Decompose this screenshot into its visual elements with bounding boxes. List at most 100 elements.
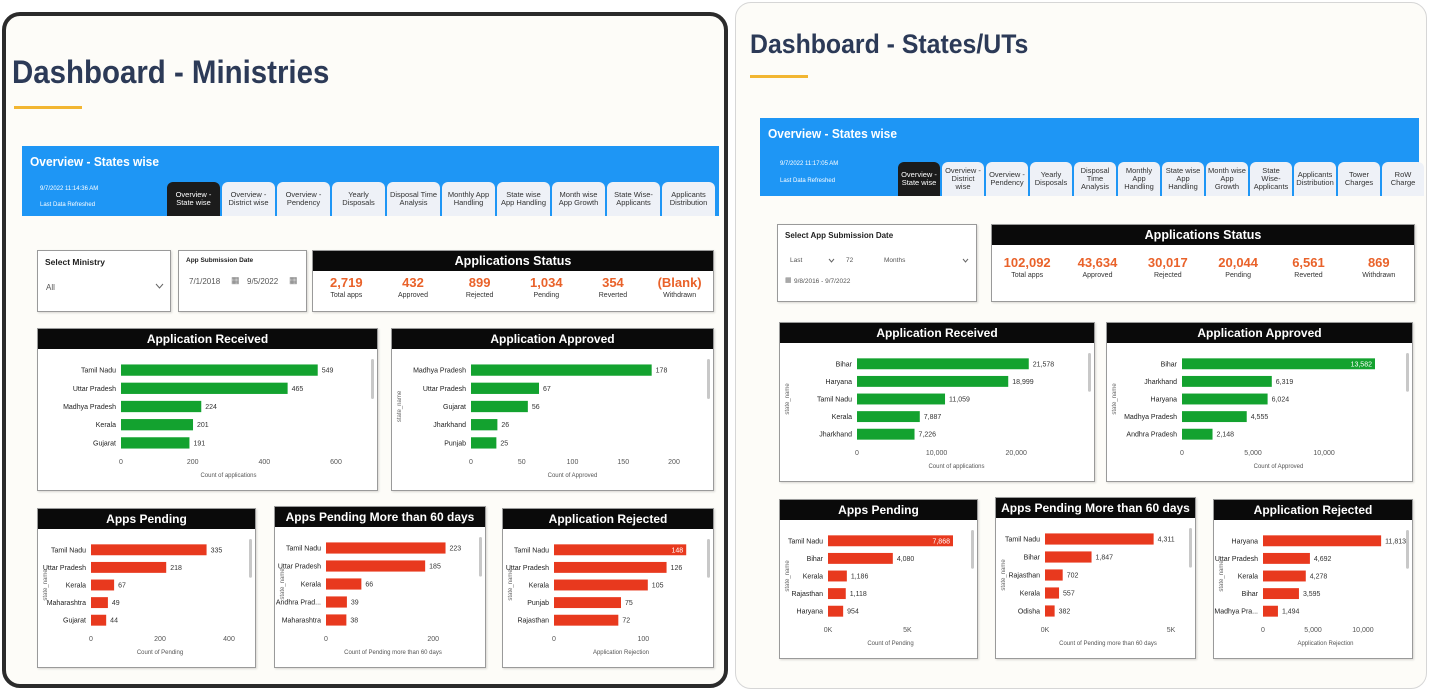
date-from[interactable]: 7/1/2018 — [189, 277, 221, 286]
tab-yearly-disposals[interactable]: Yearly Disposals — [1030, 162, 1072, 196]
value-label: 11,813 — [1385, 538, 1406, 545]
applications-status-card: Applications Status 102,092 Total apps 43,… — [991, 224, 1415, 302]
x-tick-label: 0 — [1180, 450, 1184, 457]
y-axis-label: state_name — [1001, 559, 1007, 591]
ministries-dashboard-panel: Dashboard - Ministries Overview - States… — [2, 12, 728, 688]
category-label: Kerala — [1238, 574, 1258, 581]
chart-title: Application Approved — [392, 329, 713, 349]
category-label: Kerala — [1020, 591, 1040, 598]
bar — [1263, 605, 1278, 617]
value-label: 6,319 — [1276, 379, 1294, 386]
status-label: Reverted — [598, 292, 628, 299]
value-label: 66 — [365, 582, 373, 589]
calendar-icon[interactable]: ▦ — [785, 277, 792, 284]
scrollbar — [707, 359, 710, 400]
ministry-filter[interactable]: Select Ministry All — [37, 250, 171, 312]
bar-chart: state_name Tamil Nadu 223 Uttar Pradesh 185 K… — [276, 537, 482, 656]
tab-overview-pendency[interactable]: Overview - Pendency — [277, 182, 330, 216]
x-tick-label: 5,000 — [1244, 450, 1262, 457]
value-label: 44 — [110, 618, 118, 625]
bar — [554, 561, 667, 573]
chevron-down-icon[interactable] — [962, 258, 969, 263]
bar — [471, 382, 540, 394]
status-label: Rejected — [465, 292, 494, 299]
x-axis-label: Count of Approved — [548, 473, 598, 479]
bar-chart: state_name Tamil Nadu 148 Uttar Pradesh 126 K… — [506, 539, 710, 656]
category-label: Rajasthan — [517, 618, 549, 625]
scrollbar — [1189, 528, 1192, 568]
category-label: Kerala — [96, 422, 116, 429]
tab-disposal-time-analysis[interactable]: Disposal Time Analysis — [1074, 162, 1116, 196]
bar — [326, 542, 446, 554]
tab-month-wise-app-growth[interactable]: Month wise App Growth — [552, 182, 605, 216]
bar — [326, 578, 362, 590]
status-value: 43,634 — [1077, 255, 1118, 270]
tab-overview-district-wise[interactable]: Overview - District wise — [222, 182, 275, 216]
tab-overview-pendency[interactable]: Overview - Pendency — [986, 162, 1028, 196]
status-label: Total apps — [1011, 272, 1044, 279]
bar-chart: state_name Tamil Nadu 7,868 Bihar 4,080 Keral… — [785, 530, 974, 647]
tab-state-wise-applicants[interactable]: State Wise- Applicants — [1250, 162, 1292, 196]
value-label: 335 — [211, 547, 223, 554]
value-label: 4,311 — [1158, 537, 1175, 544]
tab-state-wise-app-handling[interactable]: State wise App Handling — [1162, 162, 1204, 196]
tab-state-wise-app-handling[interactable]: State wise App Handling — [497, 182, 550, 216]
scrollbar — [479, 537, 482, 577]
bar — [326, 614, 347, 626]
category-label: Andhra Prad... — [276, 600, 321, 607]
status-label: Withdrawn — [663, 292, 697, 299]
scrollbar — [1406, 353, 1409, 392]
period-count[interactable]: 72 — [846, 257, 854, 264]
tab-overview-state-wise[interactable]: Overview - State wise — [898, 162, 940, 196]
applications-status-card: Applications Status 2,719 Total apps 432 Ap… — [312, 250, 714, 312]
banner-title: Overview - States wise — [768, 126, 897, 141]
bar-chart: state_name Tamil Nadu 335 Uttar Pradesh 218 K… — [43, 539, 252, 656]
category-label: Haryana — [1151, 397, 1178, 404]
value-label: 185 — [429, 564, 441, 571]
value-label: 702 — [1067, 573, 1079, 580]
tab-row-charge[interactable]: RoW Charge — [1382, 162, 1424, 196]
category-label: Tamil Nadu — [514, 547, 549, 554]
chevron-down-icon[interactable] — [828, 258, 835, 263]
tab-disposal-time-analysis[interactable]: Disposal Time Analysis — [387, 182, 440, 216]
bar-chart: state_name Tamil Nadu 4,311 Bihar 1,847 Rajas… — [1001, 528, 1192, 647]
refresh-label: Last Data Refreshed — [780, 178, 836, 184]
date-filter[interactable]: Select App Submission Date Last 72 Month… — [777, 224, 977, 302]
tab-yearly-disposals[interactable]: Yearly Disposals — [332, 182, 385, 216]
chart-title: Application Approved — [1107, 323, 1412, 343]
x-tick-label: 10,000 — [1352, 627, 1374, 634]
calendar-icon[interactable]: ▦ — [289, 275, 298, 285]
tab-state-wise-applicants[interactable]: State Wise- Applicants — [607, 182, 660, 216]
value-label: 25 — [500, 440, 508, 447]
calendar-icon[interactable]: ▦ — [231, 275, 240, 285]
category-label: Uttar Pradesh — [43, 565, 86, 572]
period-unit[interactable]: Months — [884, 257, 906, 264]
bar — [1045, 533, 1154, 545]
status-label: Reverted — [1294, 272, 1323, 279]
tab-applicants-distribution[interactable]: Applicants Distribution — [1294, 162, 1336, 196]
bar — [326, 596, 347, 608]
status-stats: 102,092 Total apps 43,634 Approved 30,017 Rej… — [992, 255, 1414, 279]
bar — [554, 579, 648, 591]
y-axis-label: state_name — [397, 390, 403, 422]
value-label: 2,148 — [1217, 432, 1235, 439]
value-label: 218 — [170, 565, 182, 572]
bar — [828, 588, 846, 600]
chart-title: Application Rejected — [1214, 500, 1412, 520]
date-to[interactable]: 9/5/2022 — [247, 277, 279, 286]
tab-monthly-app-handling[interactable]: Monthly App Handling — [442, 182, 495, 216]
period-mode[interactable]: Last — [790, 257, 803, 264]
tab-overview-district-wise[interactable]: Overview - District wise — [942, 162, 984, 196]
bar — [828, 570, 847, 582]
date-filter[interactable]: App Submission Date 7/1/2018 ▦ 9/5/2022 … — [178, 250, 307, 312]
tab-month-wise-app-growth[interactable]: Month wise App Growth — [1206, 162, 1248, 196]
category-label: Tamil Nadu — [286, 546, 321, 553]
tab-tower-charges[interactable]: Tower Charges — [1338, 162, 1380, 196]
y-axis-label: state_name — [43, 569, 49, 601]
tab-overview-state-wise[interactable]: Overview - State wise — [167, 182, 220, 216]
x-tick-label: 100 — [567, 459, 579, 466]
tab-applicants-distribution[interactable]: Applicants Distribution — [662, 182, 715, 216]
bar — [1182, 393, 1268, 405]
tab-monthly-app-handling[interactable]: Monthly App Handling — [1118, 162, 1160, 196]
value-label: 201 — [197, 422, 209, 429]
